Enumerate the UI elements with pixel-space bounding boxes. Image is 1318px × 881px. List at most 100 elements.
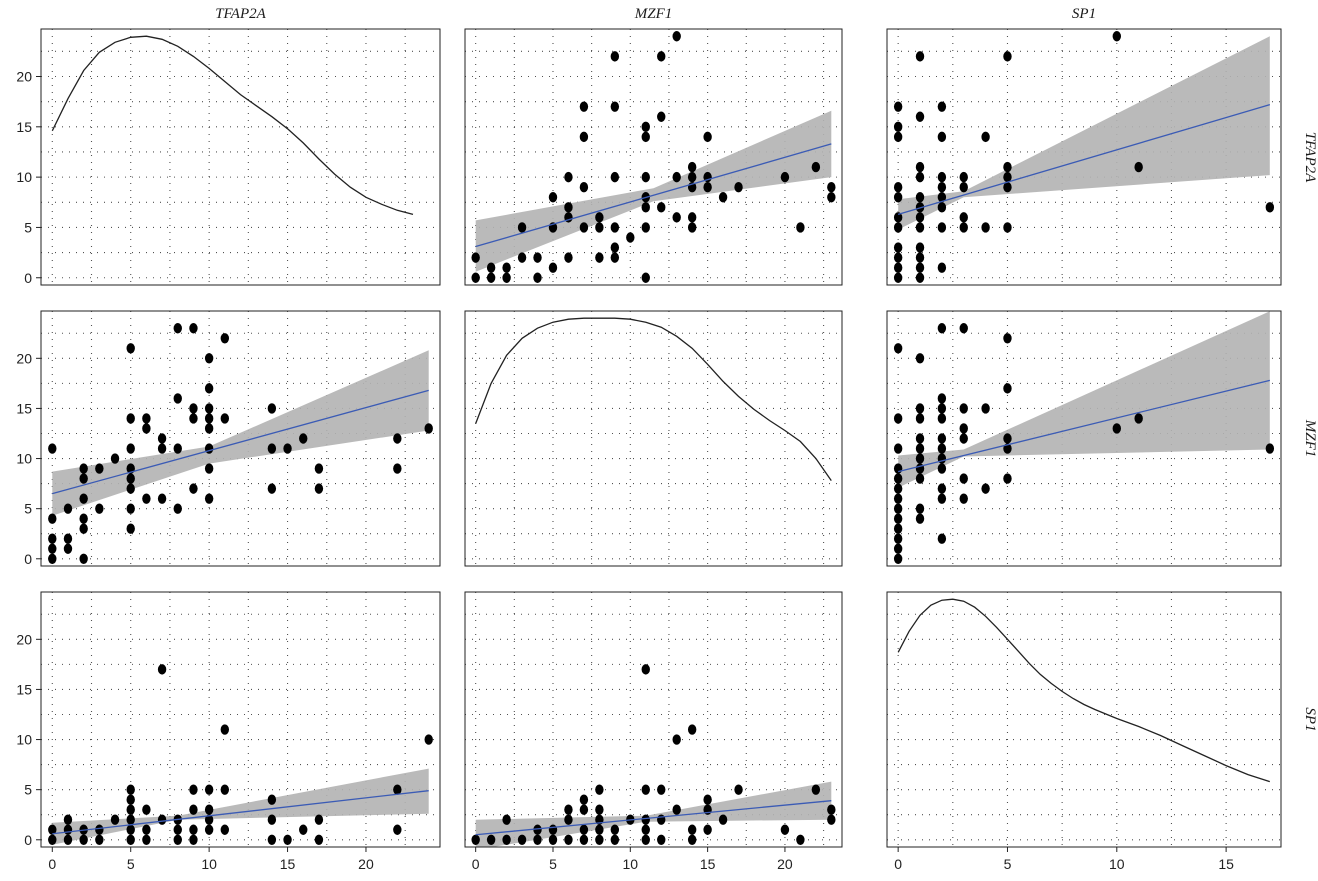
- data-point: [204, 443, 214, 454]
- data-point: [937, 443, 947, 454]
- data-point: [657, 111, 666, 122]
- data-point: [579, 131, 589, 143]
- data-point: [157, 814, 167, 825]
- data-point: [780, 171, 790, 183]
- data-point: [424, 423, 433, 434]
- data-point: [893, 513, 903, 524]
- data-point: [595, 784, 604, 795]
- data-point: [471, 252, 480, 263]
- data-point: [937, 131, 947, 143]
- data-point: [110, 453, 120, 464]
- x-tick-label: 5: [549, 856, 557, 872]
- y-tick-label: 15: [16, 400, 32, 416]
- data-point: [672, 804, 681, 815]
- data-point: [189, 834, 198, 845]
- panel-sp1-vs-tfap2a: 0 5 10 15 20 0 5 10 15 20: [16, 591, 441, 872]
- data-point: [915, 171, 925, 183]
- panel-content: [48, 323, 433, 564]
- data-point: [267, 834, 277, 845]
- data-point: [533, 834, 542, 845]
- data-point: [204, 353, 214, 364]
- data-point: [267, 814, 277, 825]
- data-point: [204, 403, 214, 414]
- data-point: [579, 834, 589, 845]
- data-point: [189, 413, 198, 424]
- data-point: [937, 463, 947, 474]
- data-point: [393, 433, 402, 444]
- data-point: [533, 252, 542, 263]
- regression-line: [897, 379, 1271, 473]
- data-point: [579, 222, 589, 233]
- data-point: [915, 192, 925, 203]
- y-tick-label: 20: [16, 350, 32, 366]
- data-point: [734, 784, 743, 795]
- data-point: [1003, 433, 1012, 444]
- data-point: [63, 503, 73, 514]
- data-point: [564, 171, 573, 183]
- density-curve: [897, 598, 1270, 783]
- data-point: [220, 413, 230, 424]
- data-point: [610, 252, 620, 263]
- data-point: [703, 131, 712, 143]
- data-point: [641, 131, 650, 143]
- data-point: [63, 533, 73, 544]
- data-point: [937, 403, 947, 414]
- data-point: [796, 834, 805, 845]
- data-point: [564, 202, 573, 213]
- data-point: [393, 463, 402, 474]
- data-point: [126, 343, 135, 354]
- panel-tfap2a-vs-sp1: [886, 28, 1282, 286]
- panel-border: [40, 591, 441, 848]
- data-point: [204, 413, 214, 424]
- data-point: [79, 463, 88, 474]
- panel-mzf1-vs-sp1: [886, 310, 1282, 567]
- data-point: [959, 171, 968, 183]
- data-point: [220, 333, 230, 344]
- data-point: [915, 433, 925, 444]
- data-point: [142, 493, 151, 504]
- data-point: [517, 834, 527, 845]
- data-point: [915, 513, 925, 524]
- data-point: [915, 252, 925, 263]
- data-point: [564, 814, 573, 825]
- panel-mzf1-vs-tfap2a: 0 5 10 15 20: [16, 310, 441, 567]
- data-point: [959, 473, 968, 484]
- confidence-band: [475, 781, 832, 847]
- data-point: [110, 814, 120, 825]
- data-point: [893, 181, 903, 193]
- data-point: [893, 543, 903, 554]
- data-point: [48, 834, 57, 845]
- data-point: [937, 202, 947, 213]
- data-point: [63, 834, 73, 845]
- data-point: [126, 814, 135, 825]
- data-point: [502, 272, 511, 283]
- data-point: [126, 483, 135, 494]
- data-point: [204, 824, 214, 835]
- data-point: [299, 824, 308, 835]
- data-point: [610, 222, 620, 233]
- x-tick-label: 20: [777, 856, 793, 872]
- data-point: [157, 664, 167, 675]
- panel-border: [464, 591, 843, 848]
- data-point: [893, 533, 903, 544]
- data-point: [893, 483, 903, 494]
- data-point: [937, 171, 947, 183]
- panel-content: [48, 664, 433, 845]
- data-point: [672, 171, 681, 183]
- data-point: [915, 212, 925, 223]
- data-point: [687, 824, 697, 835]
- data-point: [827, 804, 836, 815]
- data-point: [915, 242, 925, 253]
- data-point: [610, 51, 620, 62]
- x-tick-label: 15: [280, 856, 296, 872]
- data-point: [1003, 333, 1012, 344]
- data-point: [204, 784, 214, 795]
- data-point: [827, 192, 836, 203]
- y-tick-label: 0: [24, 270, 32, 286]
- data-point: [893, 523, 903, 534]
- data-point: [959, 433, 968, 444]
- data-point: [937, 192, 947, 203]
- data-point: [915, 111, 925, 122]
- data-point: [220, 784, 230, 795]
- data-point: [486, 272, 496, 283]
